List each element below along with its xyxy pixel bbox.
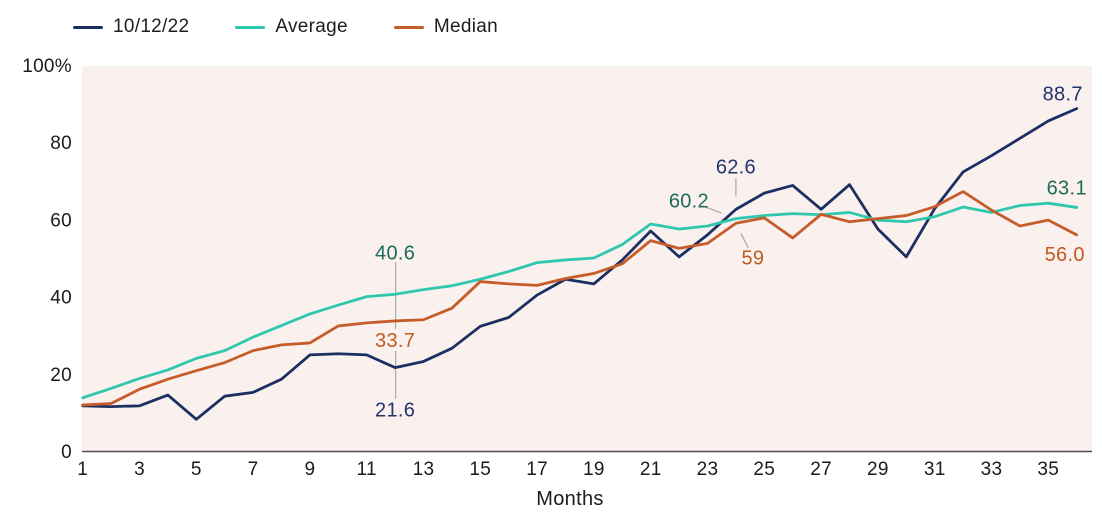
annotation-average-40-6: 40.6 [375, 242, 415, 264]
legend-item-median: Median [393, 16, 499, 38]
x-axis-tick-21: 21 [640, 459, 662, 480]
y-axis-tick-20: 20 [50, 365, 72, 386]
x-axis-tick-13: 13 [413, 459, 435, 480]
x-axis-tick-19: 19 [583, 459, 605, 480]
legend: 10/12/22 Average Median [73, 16, 498, 38]
legend-label: Average [275, 16, 348, 37]
x-axis-tick-9: 9 [304, 459, 315, 480]
x-axis-tick-23: 23 [697, 459, 719, 480]
x-axis-tick-7: 7 [248, 459, 259, 480]
x-axis-tick-25: 25 [753, 459, 775, 480]
x-axis-tick-15: 15 [469, 459, 491, 480]
y-axis-tick-100: 100% [22, 56, 72, 77]
legend-swatch-average [235, 25, 266, 29]
annotation-10-12-22-88-7: 88.7 [1043, 84, 1083, 106]
annotation-median-56-0: 56.0 [1045, 244, 1085, 266]
x-axis-tick-11: 11 [357, 459, 377, 480]
annotation-median-59: 59 [741, 247, 764, 269]
x-axis-tick-27: 27 [810, 459, 832, 480]
y-axis-tick-80: 80 [50, 133, 72, 154]
x-axis-tick-3: 3 [134, 459, 145, 480]
x-axis-tick-29: 29 [867, 459, 889, 480]
x-axis-tick-31: 31 [924, 459, 946, 480]
annotation-10-12-22-21-6: 21.6 [375, 400, 415, 422]
legend-swatch-median [393, 25, 424, 29]
x-axis-tick-35: 35 [1037, 459, 1059, 480]
annotation-10-12-22-62-6: 62.6 [716, 156, 756, 178]
x-axis-tick-1: 1 [77, 459, 88, 480]
annotation-median-33-7: 33.7 [375, 330, 415, 352]
y-axis-tick-40: 40 [50, 288, 72, 309]
series-line-10-12-22 [81, 107, 1079, 421]
annotation-average-63-1: 63.1 [1047, 177, 1087, 199]
legend-item-average: Average [235, 16, 348, 38]
legend-swatch-10-12-22 [73, 25, 103, 29]
series-line-average [81, 201, 1079, 400]
y-axis-tick-60: 60 [50, 210, 72, 231]
legend-label: 10/12/22 [113, 16, 190, 37]
annotation-leader-59 [740, 233, 749, 249]
x-axis-tick-17: 17 [526, 459, 548, 480]
x-axis-tick-33: 33 [981, 459, 1003, 480]
annotation-leader-60-2 [701, 205, 723, 214]
annotation-average-60-2: 60.2 [669, 191, 709, 213]
x-axis-tick-5: 5 [191, 459, 202, 480]
legend-label: Median [433, 16, 499, 37]
y-axis-tick-0: 0 [61, 442, 72, 463]
legend-item-10-12-22: 10/12/22 [73, 16, 189, 38]
x-axis-title: Months [536, 488, 603, 510]
series-line-median [81, 190, 1079, 407]
